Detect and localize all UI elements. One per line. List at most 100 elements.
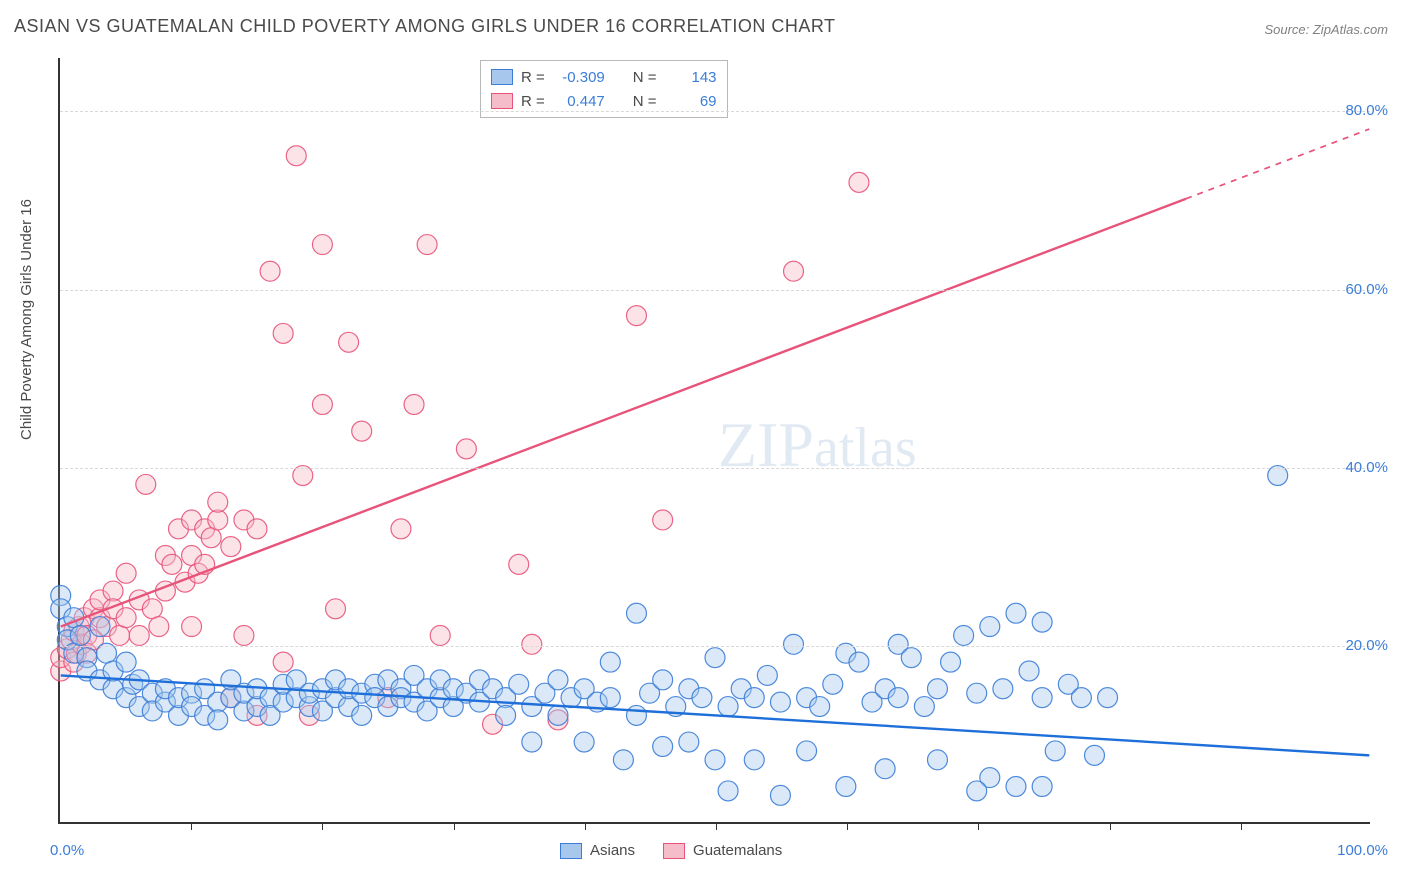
- series-legend: Asians Guatemalans: [560, 842, 782, 859]
- data-point-asians: [757, 665, 777, 685]
- y-tick-label: 60.0%: [1345, 281, 1388, 298]
- data-point-guatemalans: [509, 554, 529, 574]
- legend-label-asians: Asians: [590, 842, 635, 859]
- data-point-asians: [927, 750, 947, 770]
- data-point-guatemalans: [116, 563, 136, 583]
- data-point-asians: [836, 776, 856, 796]
- data-point-asians: [1006, 603, 1026, 623]
- data-point-guatemalans: [247, 519, 267, 539]
- gridline: [60, 468, 1370, 469]
- scatter-plot-svg: [60, 58, 1370, 822]
- r-value-guatemalans: 0.447: [553, 93, 605, 110]
- data-point-asians: [849, 652, 869, 672]
- data-point-asians: [718, 697, 738, 717]
- data-point-asians: [705, 750, 725, 770]
- data-point-asians: [980, 617, 1000, 637]
- data-point-asians: [352, 705, 372, 725]
- x-tick-mark: [454, 822, 455, 830]
- chart-title: ASIAN VS GUATEMALAN CHILD POVERTY AMONG …: [14, 16, 836, 37]
- data-point-guatemalans: [522, 634, 542, 654]
- data-point-guatemalans: [456, 439, 476, 459]
- r-label: R =: [521, 93, 545, 110]
- data-point-asians: [1085, 745, 1105, 765]
- swatch-asians: [560, 843, 582, 859]
- gridline: [60, 290, 1370, 291]
- trend-line-guatemalans: [61, 199, 1186, 627]
- data-point-guatemalans: [391, 519, 411, 539]
- x-tick-mark: [1110, 822, 1111, 830]
- data-point-guatemalans: [142, 599, 162, 619]
- x-tick-mark: [322, 822, 323, 830]
- data-point-asians: [1019, 661, 1039, 681]
- correlation-stats-box: R = -0.309 N = 143 R = 0.447 N = 69: [480, 60, 728, 118]
- legend-item-guatemalans: Guatemalans: [663, 842, 782, 859]
- data-point-guatemalans: [162, 554, 182, 574]
- data-point-guatemalans: [273, 323, 293, 343]
- data-point-asians: [744, 750, 764, 770]
- x-tick-mark: [191, 822, 192, 830]
- data-point-asians: [941, 652, 961, 672]
- data-point-asians: [797, 741, 817, 761]
- data-point-guatemalans: [849, 172, 869, 192]
- plot-area: ZIPatlas R = -0.309 N = 143 R = 0.447 N …: [58, 58, 1370, 824]
- data-point-guatemalans: [286, 146, 306, 166]
- data-point-asians: [627, 603, 647, 623]
- data-point-guatemalans: [404, 394, 424, 414]
- data-point-asians: [1032, 612, 1052, 632]
- data-point-asians: [744, 688, 764, 708]
- y-tick-label: 40.0%: [1345, 459, 1388, 476]
- data-point-guatemalans: [136, 474, 156, 494]
- n-value-asians: 143: [665, 69, 717, 86]
- data-point-asians: [770, 785, 790, 805]
- data-point-asians: [116, 652, 136, 672]
- x-tick-max: 100.0%: [1337, 842, 1388, 859]
- data-point-guatemalans: [339, 332, 359, 352]
- gridline: [60, 646, 1370, 647]
- trend-line-dashed-guatemalans: [1186, 129, 1369, 199]
- data-point-asians: [653, 670, 673, 690]
- swatch-guatemalans: [491, 93, 513, 109]
- data-point-asians: [823, 674, 843, 694]
- data-point-asians: [208, 710, 228, 730]
- stats-row-guatemalans: R = 0.447 N = 69: [491, 89, 717, 113]
- x-tick-min: 0.0%: [50, 842, 84, 859]
- data-point-asians: [90, 617, 110, 637]
- data-point-asians: [1032, 688, 1052, 708]
- data-point-asians: [810, 697, 830, 717]
- data-point-asians: [875, 759, 895, 779]
- data-point-guatemalans: [208, 492, 228, 512]
- data-point-asians: [1006, 776, 1026, 796]
- data-point-guatemalans: [326, 599, 346, 619]
- data-point-guatemalans: [103, 581, 123, 601]
- data-point-asians: [496, 705, 516, 725]
- data-point-guatemalans: [149, 617, 169, 637]
- data-point-asians: [574, 732, 594, 752]
- data-point-guatemalans: [116, 608, 136, 628]
- chart-container: ASIAN VS GUATEMALAN CHILD POVERTY AMONG …: [0, 0, 1406, 892]
- x-tick-mark: [716, 822, 717, 830]
- data-point-asians: [954, 625, 974, 645]
- x-tick-mark: [585, 822, 586, 830]
- data-point-asians: [770, 692, 790, 712]
- data-point-asians: [901, 648, 921, 668]
- data-point-asians: [627, 705, 647, 725]
- data-point-guatemalans: [312, 394, 332, 414]
- data-point-guatemalans: [784, 261, 804, 281]
- x-tick-mark: [978, 822, 979, 830]
- data-point-guatemalans: [312, 235, 332, 255]
- data-point-guatemalans: [273, 652, 293, 672]
- data-point-asians: [548, 670, 568, 690]
- data-point-guatemalans: [352, 421, 372, 441]
- data-point-guatemalans: [208, 510, 228, 530]
- n-label: N =: [633, 69, 657, 86]
- data-point-asians: [1071, 688, 1091, 708]
- data-point-guatemalans: [260, 261, 280, 281]
- data-point-guatemalans: [627, 306, 647, 326]
- n-label: N =: [633, 93, 657, 110]
- n-value-guatemalans: 69: [665, 93, 717, 110]
- data-point-asians: [70, 625, 90, 645]
- data-point-asians: [548, 705, 568, 725]
- data-point-asians: [613, 750, 633, 770]
- r-value-asians: -0.309: [553, 69, 605, 86]
- swatch-asians: [491, 69, 513, 85]
